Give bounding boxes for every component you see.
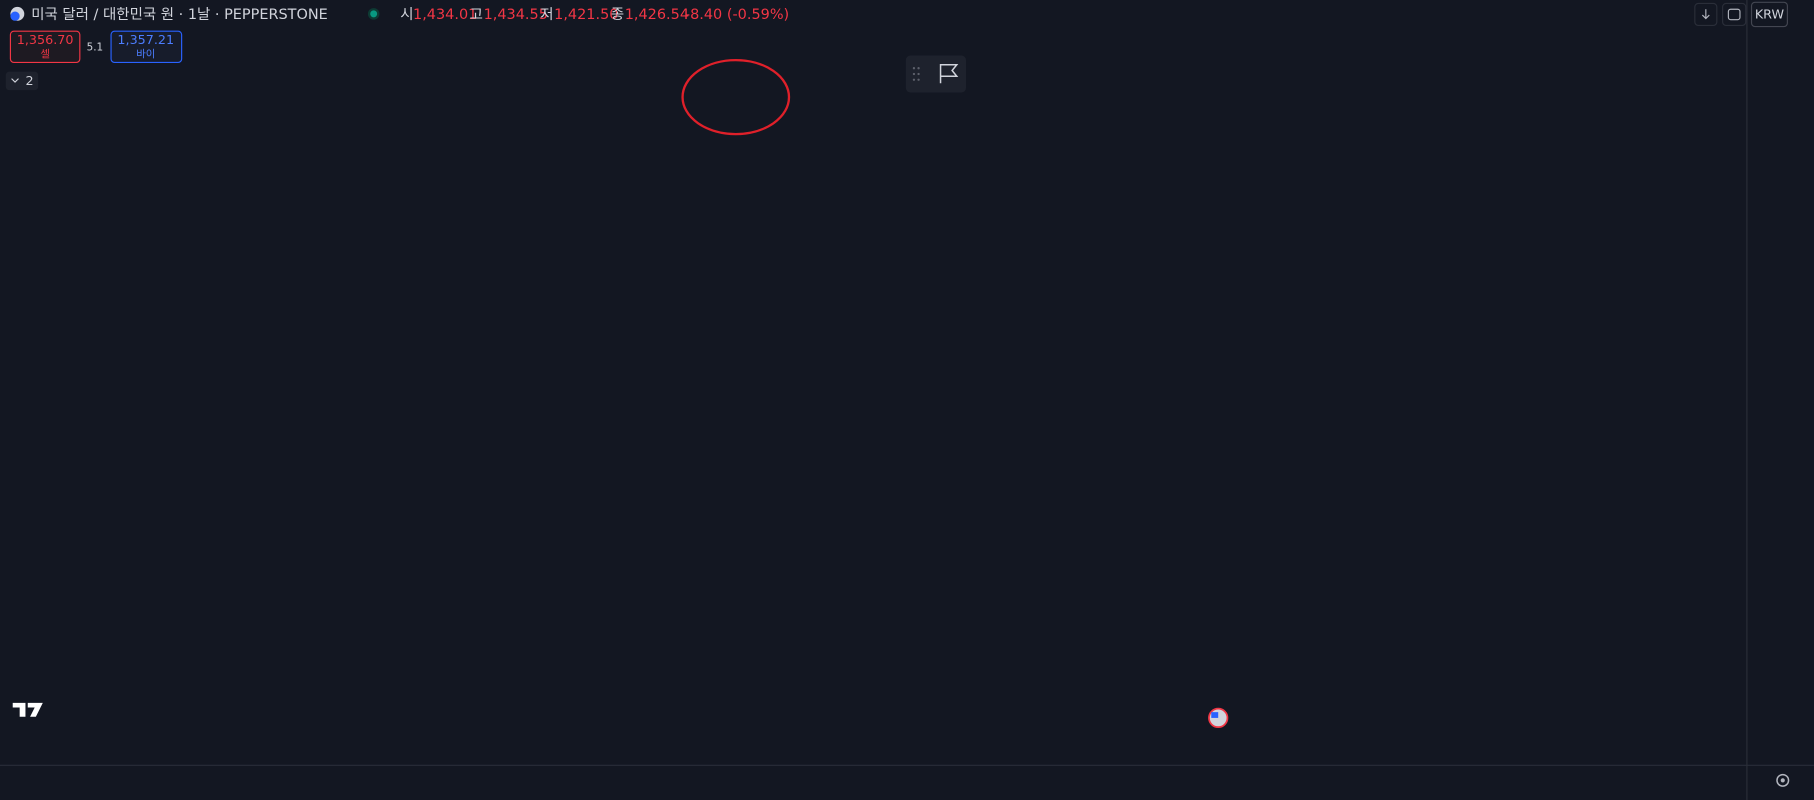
collapse-button[interactable]: 2 — [5, 71, 39, 91]
buy-label: 바이 — [136, 48, 155, 60]
collapse-bg — [5, 71, 39, 91]
high-value: 1,434.55 — [484, 7, 548, 23]
open-label: 시 — [400, 7, 413, 23]
grip — [912, 67, 920, 81]
header: 미국 달러 / 대한민국 원 · 1날 · PEPPERSTONE 시 1,43… — [10, 6, 789, 23]
close-value: 1,426.54 — [625, 7, 689, 23]
currency-button[interactable] — [1750, 1, 1788, 28]
high-label: 고 — [470, 7, 483, 23]
sell-button[interactable] — [9, 30, 81, 64]
flag-icon — [939, 63, 959, 84]
currency-label: KRW — [1755, 7, 1785, 22]
buy-price: 1,357.21 — [117, 32, 174, 47]
annotation-ellipse — [681, 58, 791, 136]
collapse-count: 2 — [25, 73, 33, 88]
change-value: -8.40 (-0.59%) — [685, 7, 789, 23]
close-label: 종 — [611, 7, 624, 23]
sell-label: 셀 — [40, 48, 50, 60]
symbol-icon-flag — [10, 11, 20, 21]
trade-panel: 1,356.70 셀 5.1 1,357.21 바이 — [9, 30, 183, 64]
chevron — [11, 78, 19, 83]
sync-icon — [1727, 8, 1741, 21]
spread: 5.1 — [87, 41, 104, 53]
arrow-icon — [1701, 9, 1710, 20]
market-status-dot — [370, 10, 378, 18]
logo — [12, 702, 43, 717]
top-right-buttons: KRW — [1694, 1, 1788, 28]
buy-button[interactable] — [110, 30, 183, 64]
low-label: 저 — [540, 6, 553, 23]
open-value: 1,434.01 — [413, 7, 477, 23]
settings-icon-center — [1780, 778, 1785, 783]
sell-price: 1,356.70 — [17, 32, 74, 47]
sync-button[interactable] — [1722, 2, 1747, 27]
settings-icon[interactable] — [1776, 773, 1790, 787]
symbol-title: 미국 달러 / 대한민국 원 · 1날 · PEPPERSTONE — [31, 6, 328, 23]
low-value: 1,421.50 — [554, 7, 618, 23]
scroll-button[interactable] — [1694, 2, 1718, 27]
floating-toolbar[interactable] — [905, 55, 967, 93]
event-flag-canton — [1211, 712, 1219, 718]
